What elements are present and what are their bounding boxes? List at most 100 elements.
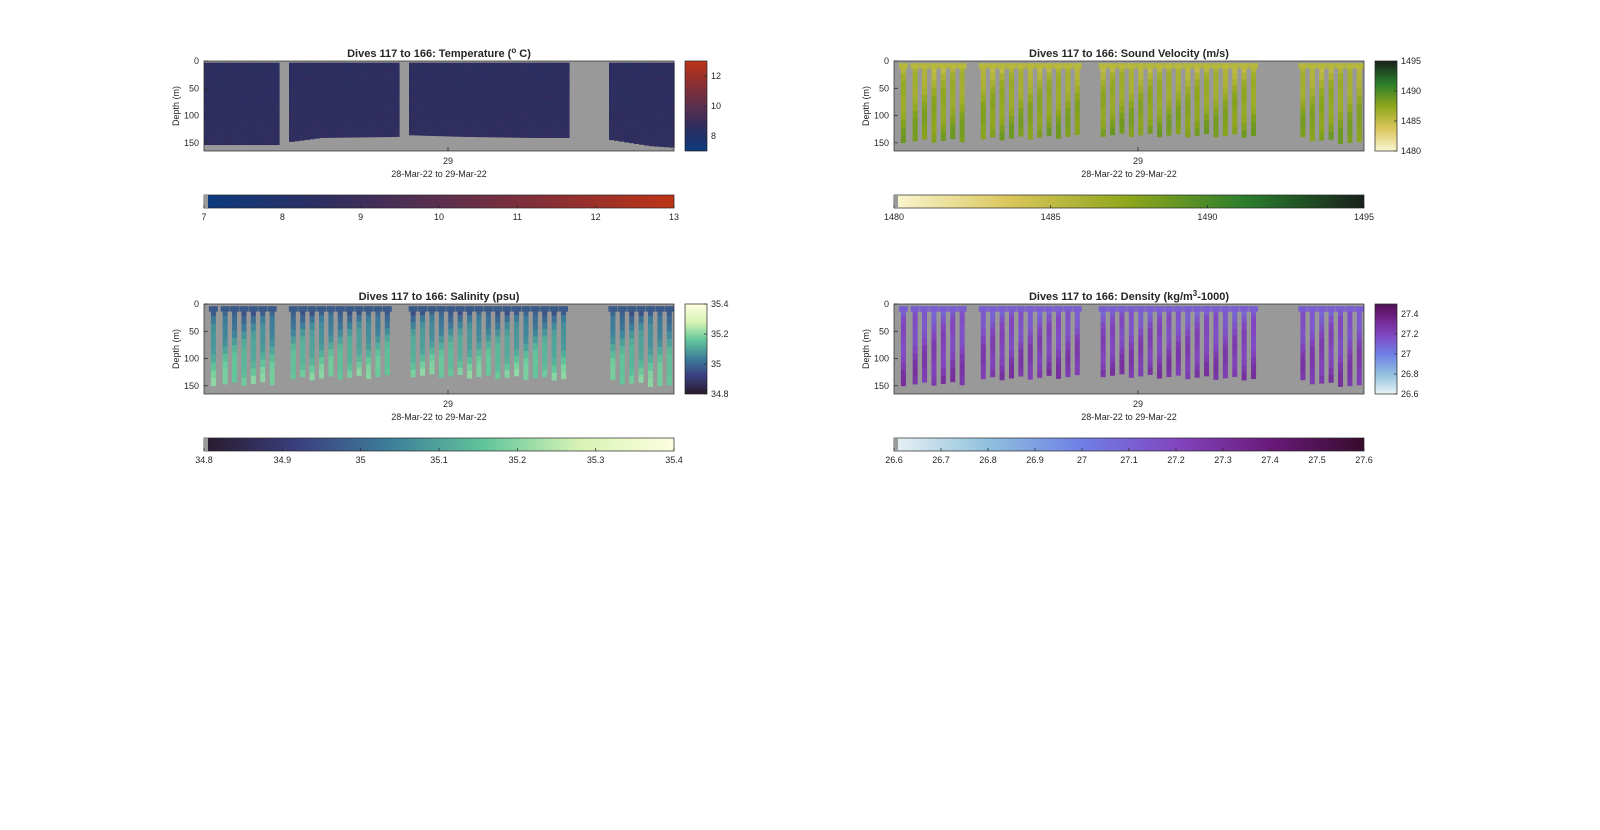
cast-segment xyxy=(561,350,567,359)
y-tick-label: 100 xyxy=(874,354,889,364)
data-cell xyxy=(249,96,255,105)
cast-segment xyxy=(1338,339,1343,348)
cast-segment xyxy=(999,344,1005,352)
cast-segment xyxy=(1027,124,1033,133)
cast-segment xyxy=(1018,335,1024,343)
data-cell xyxy=(529,62,535,70)
data-cell xyxy=(389,74,395,82)
cast-segment xyxy=(1157,315,1163,323)
data-cell xyxy=(539,106,545,114)
cast-segment xyxy=(980,329,986,337)
cast-segment xyxy=(542,369,548,377)
cast-segment xyxy=(1018,348,1024,357)
data-cell xyxy=(299,75,305,83)
cast-segment xyxy=(1166,65,1172,73)
cast-segment xyxy=(1347,316,1353,325)
cast-segment xyxy=(990,328,996,337)
cast-segment xyxy=(495,322,501,330)
cast-segment xyxy=(1100,93,1106,102)
data-cell xyxy=(239,89,245,98)
data-cell xyxy=(339,87,345,95)
surface-cell xyxy=(382,306,392,312)
data-cell xyxy=(509,99,515,107)
cast-segment xyxy=(900,65,906,74)
cast-segment xyxy=(384,328,390,336)
cast-segment xyxy=(1065,122,1071,130)
data-cell xyxy=(319,68,325,76)
hbar-tick-label: 35.2 xyxy=(509,455,527,465)
data-cell xyxy=(249,76,255,84)
data-cell xyxy=(429,117,435,124)
cast-segment xyxy=(1074,86,1080,94)
data-cell xyxy=(244,62,250,71)
cast-segment xyxy=(1204,113,1210,121)
data-cell xyxy=(499,62,505,70)
cast-segment xyxy=(1009,336,1014,344)
data-cell xyxy=(664,97,670,106)
hbar-tick-label: 27.6 xyxy=(1355,455,1373,465)
data-cell xyxy=(624,75,630,84)
data-cell xyxy=(559,100,565,107)
cast-segment xyxy=(375,335,381,343)
data-cell xyxy=(629,115,635,124)
data-cell xyxy=(304,88,310,96)
cast-segment xyxy=(1319,360,1325,369)
cast-segment xyxy=(420,348,426,356)
cast-segment xyxy=(648,331,653,341)
cast-segment xyxy=(476,322,482,330)
surface-cell xyxy=(1202,306,1212,312)
cast-segment xyxy=(504,363,510,371)
data-cell xyxy=(494,62,500,70)
cast-segment xyxy=(337,329,343,338)
hbar-tick-label: 7 xyxy=(201,212,206,222)
y-tick-label: 0 xyxy=(884,299,889,309)
data-cell xyxy=(639,76,645,84)
cast-segment xyxy=(1166,335,1172,343)
cast-segment xyxy=(1194,121,1200,129)
y-axis-label: Depth (m) xyxy=(171,329,181,369)
cast-segment xyxy=(657,323,663,333)
cast-segment xyxy=(356,348,362,356)
cast-segment xyxy=(1009,79,1014,88)
data-cell xyxy=(349,81,355,89)
data-cell xyxy=(559,68,565,76)
data-cell xyxy=(619,62,625,70)
cast-segment xyxy=(309,322,315,331)
data-cell xyxy=(239,76,245,84)
cast-segment xyxy=(1185,364,1191,373)
cast-segment xyxy=(1328,102,1334,111)
data-cell xyxy=(254,117,260,125)
data-cell xyxy=(254,62,260,71)
data-cell xyxy=(354,118,360,126)
data-cell xyxy=(619,82,625,90)
cast-segment xyxy=(241,323,247,332)
data-cell xyxy=(549,124,555,132)
surface-cell xyxy=(910,63,920,69)
data-cell xyxy=(549,112,555,120)
data-cell xyxy=(654,132,660,140)
data-cell xyxy=(384,105,390,113)
cast-segment xyxy=(999,365,1005,374)
cast-segment xyxy=(495,357,501,366)
cast-segment xyxy=(1356,346,1362,355)
data-cell xyxy=(274,103,280,111)
surface-cell xyxy=(1249,306,1259,312)
cast-segment xyxy=(1065,129,1071,137)
data-cell xyxy=(324,75,330,82)
data-cell xyxy=(559,75,565,82)
data-cell xyxy=(624,108,630,117)
cast-segment xyxy=(1319,308,1325,317)
cast-segment xyxy=(495,308,501,316)
cast-segment xyxy=(980,336,986,344)
data-cell xyxy=(299,120,305,128)
data-cell xyxy=(654,69,660,78)
data-cell xyxy=(424,74,430,82)
cast-segment xyxy=(638,315,644,324)
data-cell xyxy=(234,103,240,111)
cast-segment xyxy=(990,349,996,357)
cast-segment xyxy=(999,336,1005,345)
data-cell xyxy=(449,99,455,106)
data-cell xyxy=(479,87,485,95)
cast-segment xyxy=(457,348,463,356)
cast-segment xyxy=(999,315,1005,324)
